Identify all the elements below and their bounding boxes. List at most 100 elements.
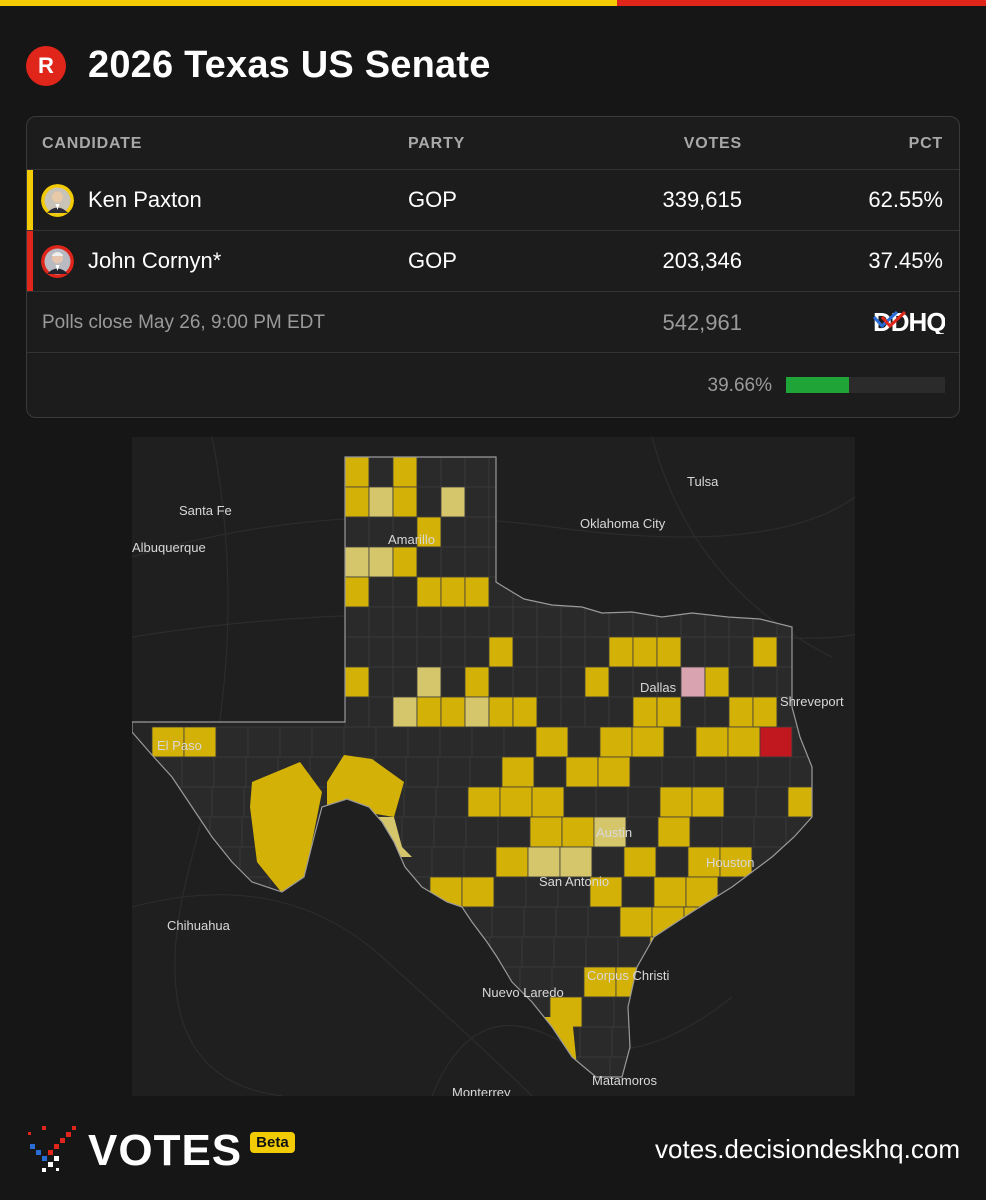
county-cell[interactable]	[323, 1026, 357, 1058]
county-cell[interactable]	[416, 457, 442, 488]
county-cell[interactable]	[680, 486, 706, 518]
county-cell[interactable]	[440, 606, 466, 638]
county-cell[interactable]	[367, 846, 401, 878]
county-cell[interactable]	[331, 906, 365, 938]
county-cell[interactable]	[519, 966, 553, 998]
county-cell[interactable]	[297, 936, 331, 968]
county-cell[interactable]	[755, 786, 789, 818]
county-cell[interactable]	[689, 816, 723, 848]
county-cell[interactable]	[465, 816, 499, 848]
county-cell[interactable]	[739, 1026, 773, 1058]
county-cell[interactable]	[623, 846, 657, 878]
county-cell[interactable]	[416, 696, 442, 728]
county-cell[interactable]	[344, 606, 370, 638]
county-cell[interactable]	[560, 486, 586, 518]
county-cell[interactable]	[344, 636, 370, 668]
county-cell[interactable]	[711, 966, 745, 998]
county-cell[interactable]	[205, 876, 239, 908]
county-cell[interactable]	[725, 756, 759, 788]
county-cell[interactable]	[335, 846, 369, 878]
county-cell[interactable]	[656, 486, 682, 518]
county-cell[interactable]	[137, 936, 171, 968]
site-url[interactable]: votes.decisiondeskhq.com	[655, 1134, 960, 1164]
county-cell[interactable]	[656, 696, 682, 728]
county-cell[interactable]	[440, 516, 466, 548]
county-cell[interactable]	[467, 786, 501, 818]
county-cell[interactable]	[825, 547, 849, 577]
county-cell[interactable]	[655, 846, 689, 878]
county-cell[interactable]	[769, 1056, 803, 1087]
county-cell[interactable]	[704, 486, 730, 518]
county-cell[interactable]	[645, 996, 679, 1028]
county-cell[interactable]	[776, 546, 802, 578]
county-cell[interactable]	[653, 876, 687, 908]
county-cell[interactable]	[489, 936, 523, 968]
county-cell[interactable]	[512, 516, 538, 548]
county-cell[interactable]	[493, 876, 527, 908]
county-cell[interactable]	[825, 637, 849, 667]
county-cell[interactable]	[457, 936, 491, 968]
county-cell[interactable]	[464, 606, 490, 638]
county-cell[interactable]	[311, 726, 345, 758]
county-cell[interactable]	[715, 906, 749, 938]
county-cell[interactable]	[201, 936, 235, 968]
county-cell[interactable]	[387, 1026, 421, 1058]
county-cell[interactable]	[344, 546, 370, 578]
county-cell[interactable]	[392, 576, 418, 608]
county-cell[interactable]	[259, 1026, 293, 1058]
county-cell[interactable]	[560, 606, 586, 638]
county-cell[interactable]	[621, 876, 655, 908]
county-cell[interactable]	[213, 756, 247, 788]
county-cell[interactable]	[512, 606, 538, 638]
county-cell[interactable]	[512, 576, 538, 608]
county-cell[interactable]	[579, 1026, 613, 1058]
county-cell[interactable]	[589, 876, 623, 908]
county-cell[interactable]	[209, 816, 243, 848]
county-cell[interactable]	[344, 576, 370, 608]
county-cell[interactable]	[429, 876, 463, 908]
county-cell[interactable]	[663, 726, 697, 758]
county-cell[interactable]	[195, 1026, 229, 1058]
county-cell[interactable]	[279, 726, 313, 758]
county-cell[interactable]	[488, 457, 514, 488]
county-cell[interactable]	[632, 696, 658, 728]
county-cell[interactable]	[584, 486, 610, 518]
county-cell[interactable]	[771, 1026, 805, 1058]
county-cell[interactable]	[333, 876, 367, 908]
county-cell[interactable]	[464, 516, 490, 548]
county-cell[interactable]	[440, 636, 466, 668]
county-cell[interactable]	[329, 936, 363, 968]
county-cell[interactable]	[464, 546, 490, 578]
county-cell[interactable]	[488, 606, 514, 638]
county-cell[interactable]	[776, 636, 802, 668]
county-cell[interactable]	[375, 726, 409, 758]
county-cell[interactable]	[517, 996, 551, 1028]
county-cell[interactable]	[192, 1087, 224, 1096]
county-cell[interactable]	[651, 906, 685, 938]
county-cell[interactable]	[776, 576, 802, 608]
county-cell[interactable]	[759, 726, 793, 758]
county-cell[interactable]	[227, 1026, 261, 1058]
county-cell[interactable]	[488, 486, 514, 518]
county-cell[interactable]	[235, 906, 269, 938]
county-cell[interactable]	[523, 906, 557, 938]
county-cell[interactable]	[776, 457, 802, 488]
county-cell[interactable]	[392, 606, 418, 638]
county-cell[interactable]	[536, 696, 562, 728]
county-cell[interactable]	[416, 636, 442, 668]
county-cell[interactable]	[728, 457, 754, 488]
county-cell[interactable]	[727, 726, 761, 758]
county-cell[interactable]	[461, 876, 495, 908]
county-cell[interactable]	[680, 666, 706, 698]
county-cell[interactable]	[149, 756, 183, 788]
county-cell[interactable]	[368, 606, 394, 638]
county-cell[interactable]	[752, 666, 778, 698]
county-cell[interactable]	[800, 576, 825, 608]
county-cell[interactable]	[704, 576, 730, 608]
county-cell[interactable]	[608, 1087, 640, 1096]
county-cell[interactable]	[680, 606, 706, 638]
county-cell[interactable]	[717, 876, 751, 908]
county-cell[interactable]	[565, 756, 599, 788]
county-cell[interactable]	[503, 726, 537, 758]
county-cell[interactable]	[657, 816, 691, 848]
